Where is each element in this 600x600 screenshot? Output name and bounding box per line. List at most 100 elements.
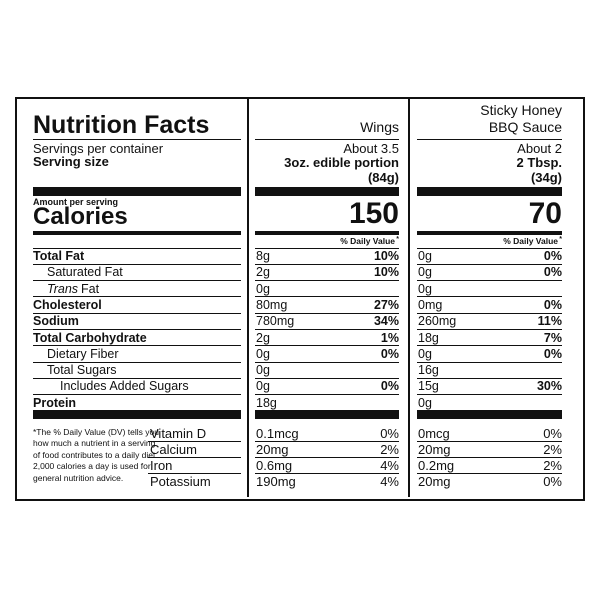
nutrient-amount: 18g [418,330,439,345]
nutrient-dv: 34% [373,314,399,329]
column-name: Wings [360,119,399,135]
servings-label: Servings per container [33,140,164,156]
row-rule [33,280,241,282]
column-name: Sticky Honey [480,102,562,118]
row-rule [255,394,399,396]
vitamin-amount: 20mg [256,441,289,457]
vitamin-amount: 0.2mg [418,457,455,473]
calories-value: 70 [528,197,562,230]
vitamin-label: Potassium [150,473,211,489]
row-rule [255,312,399,314]
nutrient-dv: 27% [373,297,399,312]
nutrient-dv: 0% [543,297,562,312]
row-rule [148,472,241,474]
row-rule [255,263,399,265]
row-rule [255,280,399,282]
header-rule [417,139,562,140]
row-rule [417,280,562,282]
nutrient-amount: 0g [418,346,432,361]
serving-size-value: 2 Tbsp. [516,154,562,170]
nutrient-dv: 30% [536,379,562,394]
nutrient-label: Cholesterol [33,297,102,312]
nutrient-dv: 0% [543,249,562,263]
vitamin-amount: 0mcg [418,425,450,441]
medium-bar [255,231,399,235]
row-rule [255,456,399,458]
nutrient-amount: 0g [418,281,432,296]
header-rule [33,139,241,140]
vitamin-dv: 2% [380,441,399,457]
servings-value: About 2 [517,140,562,156]
row-rule [33,296,241,298]
row-rule [148,440,241,442]
nutrient-label: Saturated Fat [47,265,123,280]
row-rule [417,377,562,379]
row-rule [33,345,241,347]
nutrient-label: Dietary Fiber [47,346,119,361]
serving-size-value: 3oz. edible portion [284,154,399,170]
servings-value: About 3.5 [343,140,399,156]
row-rule [33,263,241,265]
vitamin-amount: 20mg [418,473,451,489]
vitamin-label: Calcium [150,441,197,457]
vitamin-amount: 20mg [418,441,451,457]
vitamin-dv: 4% [380,473,399,489]
column-name: BBQ Sauce [488,119,562,135]
row-rule [33,312,241,314]
column-divider [247,99,249,497]
nutrient-label: Fat [81,281,100,296]
row-rule [255,247,399,249]
footnote-line: 2,000 calories a day is used for [33,461,151,472]
row-rule [417,296,562,298]
amount-per-serving: Amount per serving [33,196,119,207]
vitamin-amount: 0.6mg [256,457,293,473]
row-rule [255,472,399,474]
dv-header: % Daily Value [340,235,395,246]
row-rule [417,345,562,347]
title: Nutrition Facts [33,110,210,139]
footnote-line: *The % Daily Value (DV) tells you [33,426,159,437]
medium-bar [33,231,241,235]
row-rule [417,361,562,363]
footnote-line: general nutrition advice. [33,472,124,483]
nutrient-amount: 0mg [418,297,443,312]
calories-value: 150 [348,197,399,230]
nutrient-amount: 0g [256,379,270,394]
row-rule [255,377,399,379]
vitamin-amount: 190mg [256,473,296,489]
row-rule [33,361,241,363]
nutrient-amount: 260mg [418,314,457,329]
nutrient-dv: 0% [380,379,399,394]
nutrient-dv: 0% [543,265,562,280]
vitamin-dv: 0% [543,425,562,441]
nutrient-label: Total Carbohydrate [33,330,147,345]
footnote-line: of food contributes to a daily diet. [33,449,158,460]
thick-bar [255,187,399,196]
row-rule [255,345,399,347]
dv-mark: * [396,235,399,243]
nutrient-amount: 0g [418,265,432,280]
nutrient-label: Total Fat [33,249,85,263]
nutrient-amount: 80mg [256,297,288,312]
vitamin-amount: 0.1mcg [256,425,299,441]
row-rule [417,312,562,314]
thick-bar [255,410,399,419]
thick-bar [33,410,241,419]
row-rule [417,394,562,396]
row-rule [417,329,562,330]
nutrient-amount: 8g [256,249,270,263]
nutrient-amount: 0g [256,346,270,361]
nutrient-dv: 10% [373,265,399,280]
thick-bar [417,410,562,419]
nutrient-amount: 15g [418,379,439,394]
nutrient-dv: 0% [543,346,562,361]
row-rule [33,247,241,249]
nutrient-amount: 0g [256,281,270,296]
nutrient-dv: 11% [537,314,562,329]
column-divider [408,99,410,497]
row-rule [417,440,562,442]
serving-weight-value: (84g) [367,169,399,185]
vitamin-dv: 0% [380,425,399,441]
nutrient-label-italic: Trans [47,281,79,296]
nutrient-amount: 18g [256,395,277,410]
